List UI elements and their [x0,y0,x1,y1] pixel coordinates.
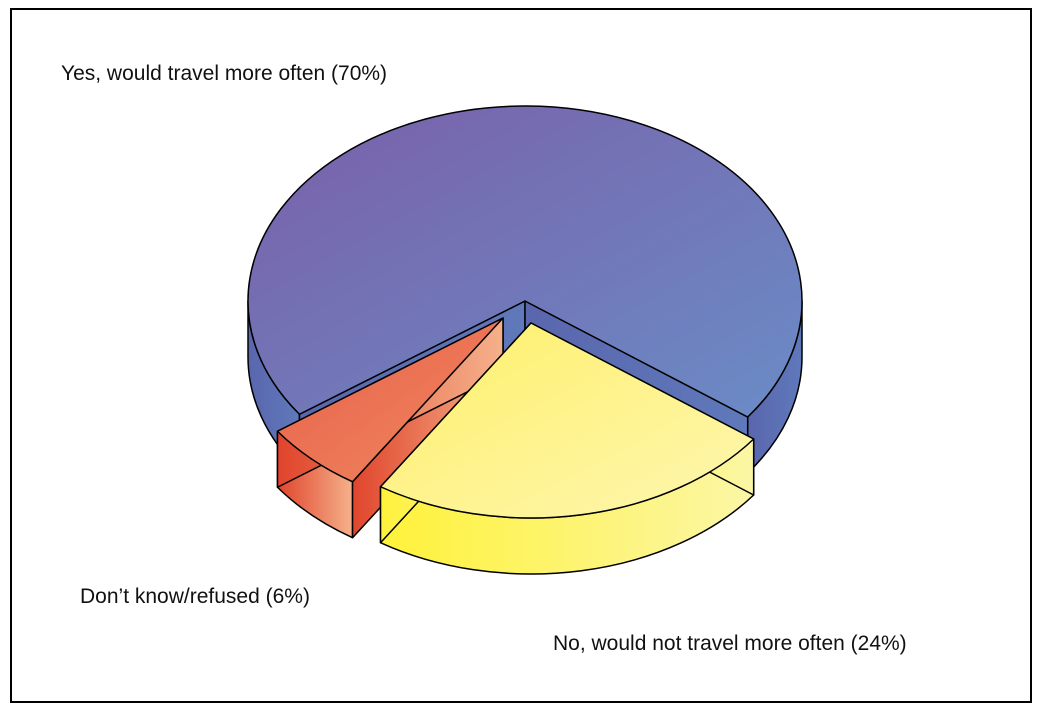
slice-no [379,322,755,575]
chart-frame: Yes, would travel more often (70%) Don’t… [10,8,1032,703]
slice-label-yes: Yes, would travel more often (70%) [61,62,388,85]
slice-label-dont-know: Don’t know/refused (6%) [80,585,310,608]
pie-chart [247,105,803,575]
slice-label-no: No, would not travel more often (24%) [553,632,907,655]
